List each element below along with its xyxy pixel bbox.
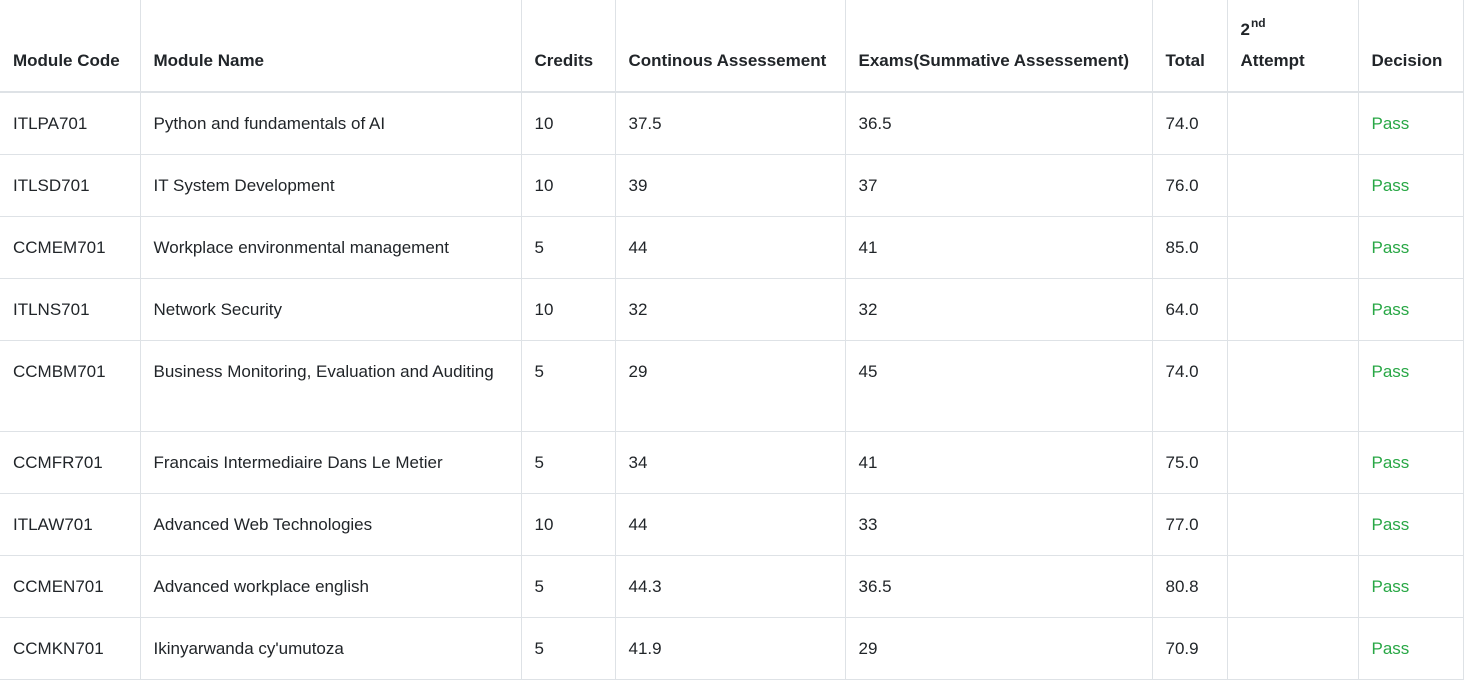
cell-decision: Pass [1357, 154, 1464, 217]
cell-exam: 41 [844, 216, 1153, 279]
cell-credits: 5 [520, 617, 616, 680]
cell-decision: Pass [1357, 91, 1464, 155]
cell-module-code: ITLSD701 [0, 154, 141, 217]
cell-second-attempt [1226, 278, 1359, 341]
header-row: Module Code Module Name Credits Continou… [0, 0, 1464, 93]
header-attempt-ordinal: nd [1250, 16, 1266, 30]
cell-module-name: IT System Development [139, 154, 522, 217]
cell-module-code: CCMEM701 [0, 216, 141, 279]
cell-second-attempt [1226, 216, 1359, 279]
header-continuous-assessment: Continous Assessement [614, 0, 846, 93]
cell-continuous-assessment: 41.9 [614, 617, 846, 680]
table-row: CCMEM701 Workplace environmental manageme… [0, 216, 1464, 279]
cell-module-code: CCMEN701 [0, 555, 141, 618]
cell-total: 64.0 [1151, 278, 1228, 341]
cell-exam: 45 [844, 340, 1153, 432]
header-attempt-label: Attempt [1240, 51, 1305, 70]
cell-total: 74.0 [1151, 340, 1228, 432]
cell-exam: 36.5 [844, 555, 1153, 618]
cell-decision: Pass [1357, 340, 1464, 432]
cell-total: 70.9 [1151, 617, 1228, 680]
cell-credits: 5 [520, 340, 616, 432]
header-second-attempt: 2nd Attempt [1226, 0, 1359, 93]
cell-module-name: Ikinyarwanda cy'umutoza [139, 617, 522, 680]
cell-continuous-assessment: 37.5 [614, 91, 846, 155]
cell-module-name: Advanced workplace english [139, 555, 522, 618]
cell-module-code: ITLPA701 [0, 91, 141, 155]
cell-second-attempt [1226, 617, 1359, 680]
header-exams: Exams(Summative Assessement) [844, 0, 1153, 93]
header-attempt-number: 2 [1240, 20, 1250, 39]
cell-total: 76.0 [1151, 154, 1228, 217]
cell-total: 77.0 [1151, 493, 1228, 556]
cell-credits: 10 [520, 278, 616, 341]
cell-continuous-assessment: 44.3 [614, 555, 846, 618]
cell-decision: Pass [1357, 431, 1464, 494]
cell-module-name: Business Monitoring, Evaluation and Audi… [139, 340, 522, 432]
cell-exam: 41 [844, 431, 1153, 494]
cell-credits: 5 [520, 555, 616, 618]
table-row: ITLAW701 Advanced Web Technologies 10 44 33 7… [0, 493, 1464, 556]
table-row: CCMKN701 Ikinyarwanda cy'umutoza 5 41.9 29 70… [0, 617, 1464, 680]
cell-credits: 10 [520, 154, 616, 217]
cell-decision: Pass [1357, 278, 1464, 341]
cell-module-name: Python and fundamentals of AI [139, 91, 522, 155]
cell-decision: Pass [1357, 617, 1464, 680]
cell-module-name: Francais Intermediaire Dans Le Metier [139, 431, 522, 494]
header-module-code: Module Code [0, 0, 141, 93]
cell-credits: 10 [520, 493, 616, 556]
cell-second-attempt [1226, 154, 1359, 217]
cell-module-name: Network Security [139, 278, 522, 341]
table-row: CCMFR701 Francais Intermediaire Dans Le M… [0, 431, 1464, 494]
table-row: ITLNS701 Network Security 10 32 32 64.0 Pass [0, 278, 1464, 341]
cell-second-attempt [1226, 91, 1359, 155]
cell-module-code: ITLAW701 [0, 493, 141, 556]
cell-total: 74.0 [1151, 91, 1228, 155]
cell-decision: Pass [1357, 555, 1464, 618]
header-total: Total [1151, 0, 1228, 93]
cell-continuous-assessment: 39 [614, 154, 846, 217]
results-table-body: ITLPA701 Python and fundamentals of AI 10 3… [0, 91, 1464, 680]
cell-second-attempt [1226, 493, 1359, 556]
cell-second-attempt [1226, 340, 1359, 432]
cell-module-code: CCMBM701 [0, 340, 141, 432]
cell-credits: 5 [520, 216, 616, 279]
cell-exam: 36.5 [844, 91, 1153, 155]
cell-exam: 32 [844, 278, 1153, 341]
results-table-header: Module Code Module Name Credits Continou… [0, 0, 1464, 93]
cell-credits: 10 [520, 91, 616, 155]
cell-total: 80.8 [1151, 555, 1228, 618]
cell-module-name: Workplace environmental management [139, 216, 522, 279]
cell-continuous-assessment: 29 [614, 340, 846, 432]
cell-module-code: CCMFR701 [0, 431, 141, 494]
cell-continuous-assessment: 44 [614, 493, 846, 556]
cell-total: 75.0 [1151, 431, 1228, 494]
cell-module-code: ITLNS701 [0, 278, 141, 341]
cell-decision: Pass [1357, 493, 1464, 556]
cell-decision: Pass [1357, 216, 1464, 279]
cell-module-name: Advanced Web Technologies [139, 493, 522, 556]
cell-continuous-assessment: 34 [614, 431, 846, 494]
cell-total: 85.0 [1151, 216, 1228, 279]
cell-exam: 29 [844, 617, 1153, 680]
cell-credits: 5 [520, 431, 616, 494]
header-module-name: Module Name [139, 0, 522, 93]
table-row: ITLPA701 Python and fundamentals of AI 10 3… [0, 91, 1464, 155]
cell-continuous-assessment: 32 [614, 278, 846, 341]
header-credits: Credits [520, 0, 616, 93]
table-row: CCMEN701 Advanced workplace english 5 44.3 3… [0, 555, 1464, 618]
cell-module-code: CCMKN701 [0, 617, 141, 680]
cell-exam: 33 [844, 493, 1153, 556]
table-row: CCMBM701 Business Monitoring, Evaluation … [0, 340, 1464, 432]
cell-second-attempt [1226, 555, 1359, 618]
table-row: ITLSD701 IT System Development 10 39 37 76.0 P… [0, 154, 1464, 217]
cell-second-attempt [1226, 431, 1359, 494]
header-decision: Decision [1357, 0, 1464, 93]
cell-continuous-assessment: 44 [614, 216, 846, 279]
cell-exam: 37 [844, 154, 1153, 217]
